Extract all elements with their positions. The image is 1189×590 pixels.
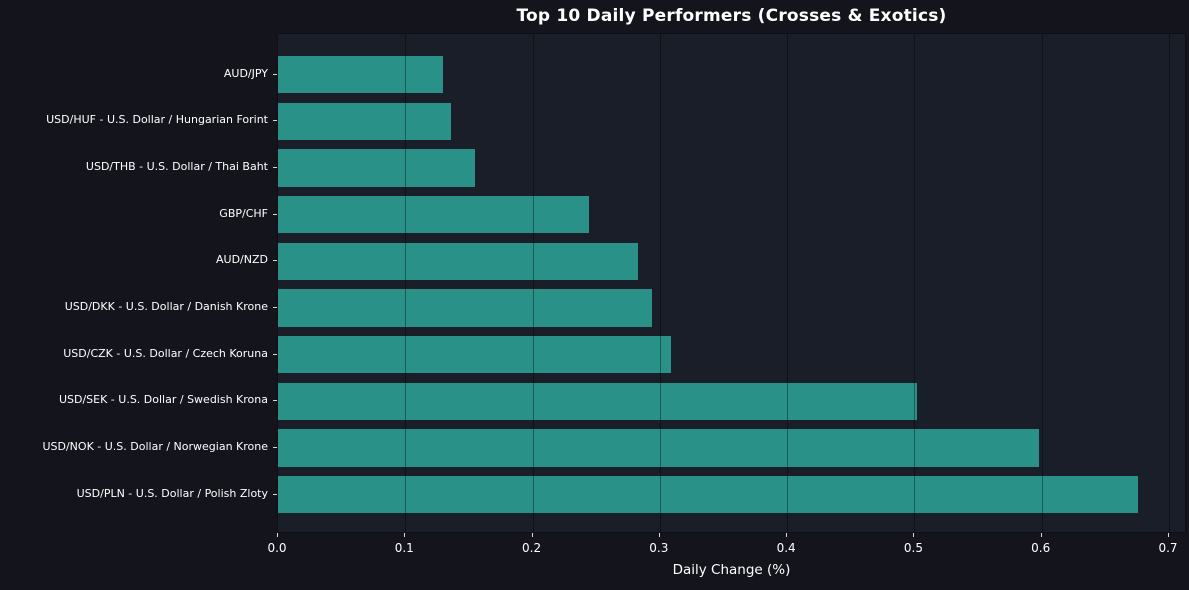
x-tick-mark <box>404 533 406 537</box>
bar <box>278 102 452 141</box>
x-tick-mark <box>1168 533 1169 537</box>
gridline <box>659 34 661 532</box>
y-tick-mark <box>273 493 277 495</box>
x-tick-mark <box>786 533 788 537</box>
y-tick-label: USD/PLN - U.S. Dollar / Polish Zloty <box>76 486 268 500</box>
bar <box>278 476 1139 514</box>
y-tick-label: AUD/NZD <box>216 253 268 267</box>
y-tick-mark <box>273 400 277 402</box>
bar <box>278 382 917 420</box>
gridline <box>405 34 407 532</box>
bar <box>278 289 653 327</box>
bar <box>278 242 639 281</box>
plot-area <box>277 33 1186 533</box>
gridline <box>787 34 789 532</box>
x-tick-label: 0.6 <box>1031 541 1051 555</box>
y-tick-label: AUD/JPY <box>223 66 268 80</box>
x-tick-label: 0.4 <box>776 541 796 555</box>
y-tick-label: USD/CZK - U.S. Dollar / Czech Koruna <box>63 346 268 360</box>
x-axis-label: Daily Change (%) <box>672 562 791 578</box>
y-tick-mark <box>273 167 277 169</box>
x-tick-label: 0.7 <box>1158 541 1178 555</box>
y-tick-mark <box>273 73 277 75</box>
bar <box>278 196 589 234</box>
x-tick-mark <box>277 533 278 537</box>
x-tick-mark <box>658 533 660 537</box>
y-tick-mark <box>273 213 277 215</box>
gridline <box>1041 34 1043 532</box>
y-tick-label: USD/DKK - U.S. Dollar / Danish Krone <box>64 300 268 314</box>
y-tick-label: USD/NOK - U.S. Dollar / Norwegian Krone <box>42 440 268 453</box>
x-tick-label: 0.3 <box>649 541 669 555</box>
y-tick-mark <box>273 447 277 448</box>
y-tick-label: USD/HUF - U.S. Dollar / Hungarian Forint <box>46 113 268 127</box>
bar <box>278 336 672 374</box>
chart-title: Top 10 Daily Performers (Crosses & Exoti… <box>516 6 947 26</box>
gridline <box>1169 34 1170 532</box>
x-tick-label: 0.0 <box>267 541 287 555</box>
x-tick-label: 0.1 <box>394 541 414 555</box>
y-tick-mark <box>273 120 277 122</box>
x-tick-label: 0.2 <box>522 541 542 555</box>
x-tick-label: 0.5 <box>903 541 923 555</box>
y-tick-label: GBP/CHF <box>219 206 268 220</box>
bar <box>278 429 1040 467</box>
gridline <box>532 34 534 532</box>
x-tick-mark <box>1040 533 1042 537</box>
x-tick-mark <box>531 533 533 537</box>
y-tick-mark <box>273 307 277 309</box>
gridline <box>914 34 916 532</box>
bar <box>278 149 476 187</box>
y-tick-mark <box>273 260 277 262</box>
y-tick-label: USD/SEK - U.S. Dollar / Swedish Krona <box>58 393 268 407</box>
y-tick-mark <box>273 353 277 355</box>
x-tick-mark <box>913 533 915 537</box>
y-tick-label: USD/THB - U.S. Dollar / Thai Baht <box>85 160 268 174</box>
bar <box>278 56 444 94</box>
